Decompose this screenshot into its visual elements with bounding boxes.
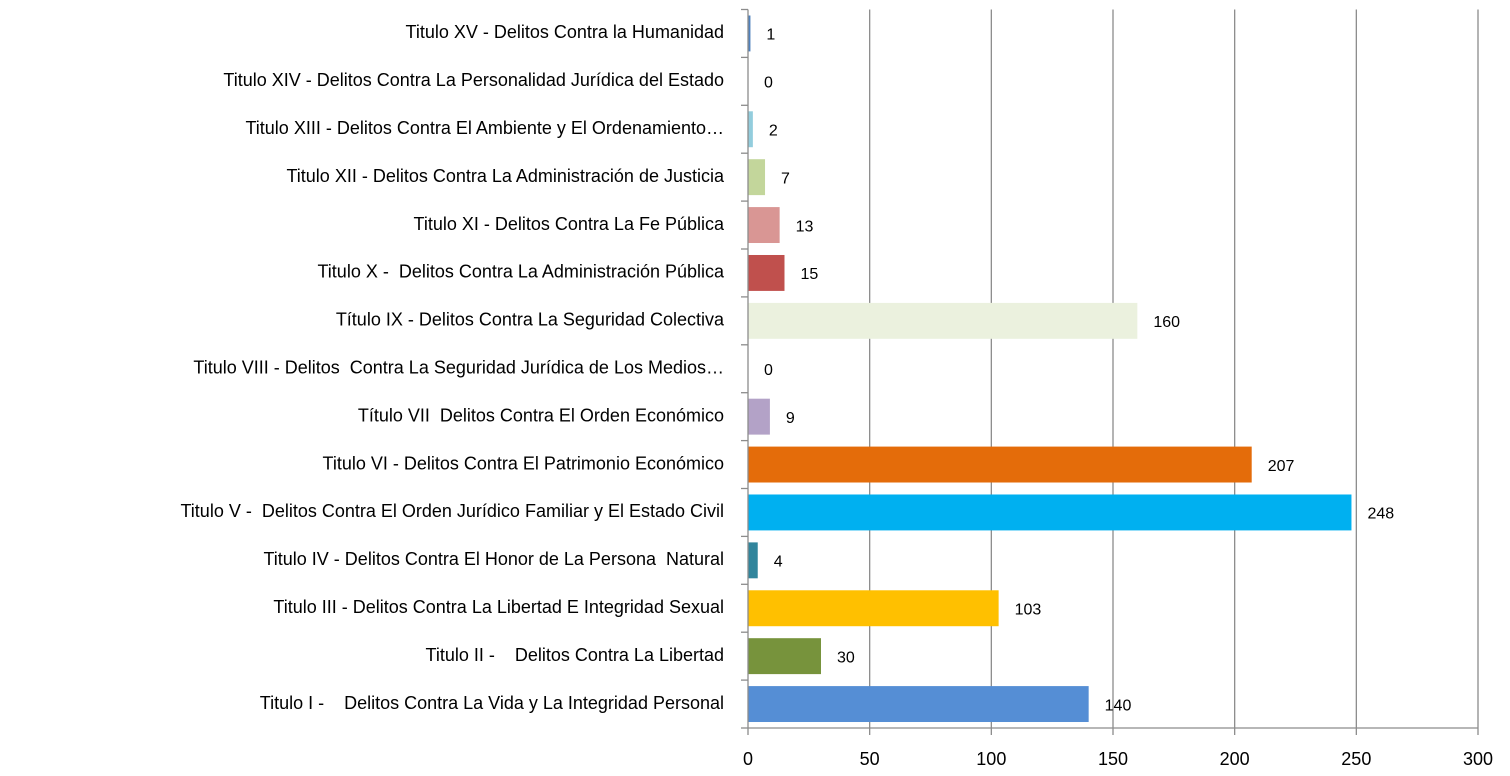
- data-label: 248: [1367, 506, 1394, 523]
- bar: [748, 638, 821, 675]
- data-label: 2: [769, 122, 778, 139]
- data-label: 103: [1015, 601, 1042, 618]
- x-tick-label: 250: [1341, 749, 1371, 769]
- x-tick-label: 200: [1220, 749, 1250, 769]
- y-tick-label: Titulo III - Delitos Contra La Libertad …: [273, 597, 724, 617]
- y-tick-label: Titulo VI - Delitos Contra El Patrimonio…: [323, 453, 724, 473]
- data-label: 1: [766, 27, 775, 44]
- bar: [748, 446, 1252, 483]
- data-label: 9: [786, 410, 795, 427]
- data-label: 30: [837, 649, 855, 666]
- data-label: 0: [764, 75, 773, 92]
- data-label: 207: [1268, 458, 1295, 475]
- x-tick-label: 100: [976, 749, 1006, 769]
- data-label: 0: [764, 362, 773, 379]
- y-tick-label: Titulo XI - Delitos Contra La Fe Pública: [414, 214, 725, 234]
- bar: [748, 15, 751, 52]
- y-tick-label: Titulo I - Delitos Contra La Vida y La I…: [260, 693, 724, 713]
- x-tick-label: 300: [1463, 749, 1493, 769]
- data-label: 7: [781, 170, 790, 187]
- bar: [748, 494, 1352, 531]
- data-label: 140: [1105, 697, 1132, 714]
- bar: [748, 254, 785, 291]
- x-tick-label: 50: [860, 749, 880, 769]
- y-tick-label: Titulo X - Delitos Contra La Administrac…: [317, 262, 725, 282]
- data-label: 13: [796, 218, 814, 235]
- bar: [748, 207, 780, 244]
- y-tick-label: Titulo VIII - Delitos Contra La Segurida…: [193, 358, 724, 378]
- bar: [748, 590, 999, 627]
- bar: [748, 302, 1138, 339]
- y-tick-label: Titulo XIV - Delitos Contra La Personali…: [223, 70, 724, 90]
- y-tick-label: Titulo V - Delitos Contra El Orden Juríd…: [180, 501, 724, 521]
- x-tick-label: 150: [1098, 749, 1128, 769]
- bar: [748, 686, 1089, 723]
- bar: [748, 159, 766, 196]
- data-label: 15: [801, 266, 819, 283]
- y-tick-label: Título IX - Delitos Contra La Seguridad …: [336, 310, 725, 330]
- bar: [748, 398, 770, 435]
- y-tick-label: Titulo XIII - Delitos Contra El Ambiente…: [245, 118, 724, 138]
- bar: [748, 542, 758, 579]
- x-tick-label: 0: [743, 749, 753, 769]
- y-tick-label: Titulo II - Delitos Contra La Libertad: [426, 645, 724, 665]
- bar: [748, 111, 753, 148]
- y-tick-label: Titulo XII - Delitos Contra La Administr…: [286, 166, 725, 186]
- data-label: 4: [774, 554, 783, 571]
- y-tick-label: Título VII Delitos Contra El Orden Econó…: [358, 405, 724, 425]
- y-tick-label: Titulo IV - Delitos Contra El Honor de L…: [263, 549, 724, 569]
- data-label: 160: [1153, 314, 1180, 331]
- y-tick-label: Titulo XV - Delitos Contra la Humanidad: [406, 22, 724, 42]
